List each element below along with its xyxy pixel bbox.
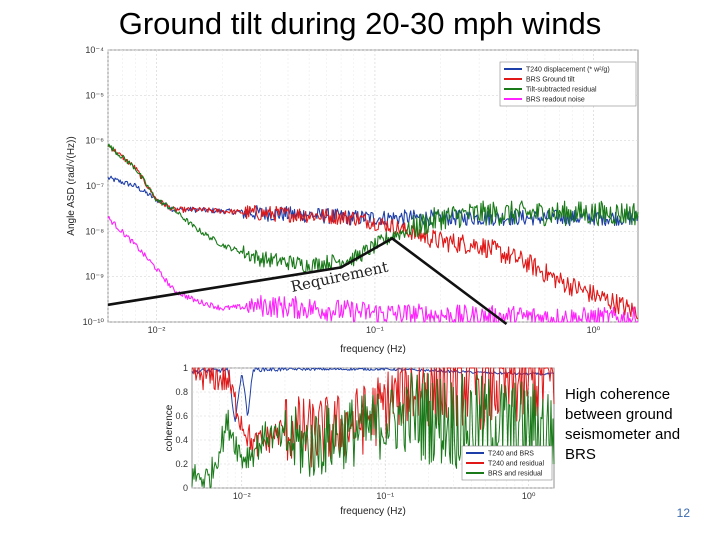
series-line-2 — [107, 144, 639, 320]
legend: T240 and BRS T240 and residual BRS and res… — [461, 445, 553, 481]
x-tick-label: 10⁻¹ — [366, 325, 384, 335]
asd-chart: Requirement 10⁻² 10⁻¹ 10⁰10⁻⁴10⁻⁵10⁻⁶10⁻⁷1… — [65, 46, 639, 355]
y-tick-label: 10⁻⁸ — [85, 226, 104, 236]
y-tick-label: 0.2 — [175, 459, 188, 469]
page-number: 12 — [676, 506, 690, 520]
legend-entry: BRS Ground tilt — [526, 77, 575, 84]
y-tick-label: 10⁻⁴ — [85, 46, 104, 55]
y-tick-label: 0.4 — [175, 435, 188, 445]
axis-ticks: 10⁻² 10⁻¹ 10⁰ 0 0.2 0.4 0.6 0.8 1 — [175, 363, 535, 501]
legend-entry: Tilt-subtracted residual — [526, 87, 597, 94]
y-tick-label: 10⁻⁵ — [86, 90, 105, 100]
legend-entry: BRS readout noise — [526, 97, 585, 104]
series-line-3 — [107, 143, 639, 273]
x-tick-label: 10⁻² — [233, 491, 251, 501]
y-tick-label: 10⁻⁶ — [86, 136, 105, 146]
series-group — [107, 143, 639, 323]
legend-entry: BRS and residual — [488, 471, 543, 478]
y-axis-label: Angle ASD (rad/√(Hz)) — [65, 136, 77, 235]
series-line-4 — [107, 215, 639, 323]
y-axis-label: coherence — [164, 404, 175, 451]
y-tick-label: 0.6 — [175, 411, 188, 421]
coherence-note: High coherence between ground seismomete… — [565, 386, 681, 463]
requirement-line — [107, 236, 508, 326]
x-tick-label: 10⁻² — [148, 325, 166, 335]
legend-entry: T240 and residual — [488, 461, 544, 468]
grid — [107, 49, 638, 323]
x-tick-label: 10⁰ — [522, 491, 536, 501]
legend: T240 displacement (* w²/g) BRS Ground til… — [499, 61, 637, 107]
x-tick-label: 10⁻¹ — [376, 491, 394, 501]
x-axis-label: frequency (Hz) — [340, 344, 406, 355]
legend-entry: T240 and BRS — [488, 451, 534, 458]
slide-title: Ground tilt during 20-30 mph winds — [118, 6, 602, 41]
x-tick-label: 10⁰ — [587, 325, 601, 335]
x-axis-label: frequency (Hz) — [340, 506, 406, 517]
y-tick-label: 0.8 — [175, 387, 188, 397]
legend-box — [499, 61, 637, 107]
y-tick-label: 1 — [183, 363, 188, 373]
legend-entry: T240 displacement (* w²/g) — [526, 67, 610, 74]
y-tick-label: 10⁻⁷ — [86, 181, 104, 191]
y-tick-label: 10⁻⁹ — [85, 272, 104, 282]
axis-ticks: 10⁻² 10⁻¹ 10⁰ 10⁻⁴ 10⁻⁵ 10⁻⁶ 10⁻⁷ 10⁻⁸ 10⁻⁹ 10⁻¹⁰ — [83, 46, 601, 335]
y-tick-label: 0 — [183, 483, 188, 493]
y-tick-label: 10⁻¹⁰ — [83, 317, 105, 327]
